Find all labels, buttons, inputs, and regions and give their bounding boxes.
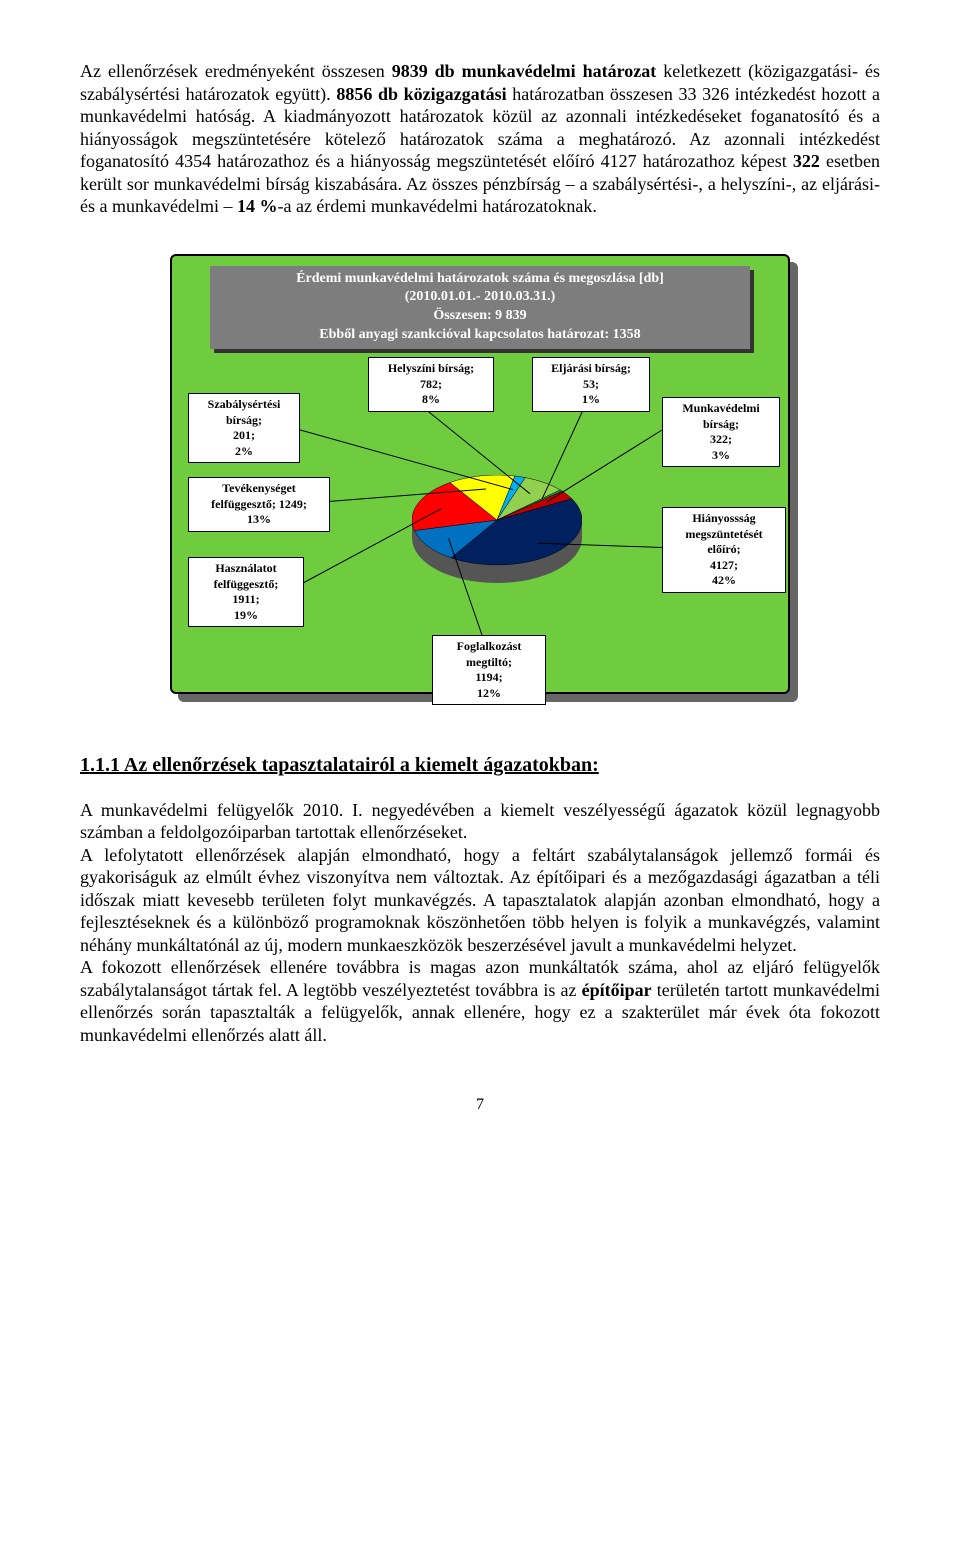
chart-title: Érdemi munkavédelmi határozatok száma és… xyxy=(210,266,750,350)
chart-title-wrap: Érdemi munkavédelmi határozatok száma és… xyxy=(210,266,750,350)
pie-label: Hiányossság megszüntetését előíró; 4127;… xyxy=(662,507,786,593)
pie-label: Munkavédelmi bírság; 322; 3% xyxy=(662,397,780,467)
intro-paragraph: Az ellenőrzések eredményeként összesen 9… xyxy=(80,60,880,218)
document-page: Az ellenőrzések eredményeként összesen 9… xyxy=(0,0,960,1164)
pie-label: Helyszíni bírság; 782; 8% xyxy=(368,357,494,412)
page-number: 7 xyxy=(80,1096,880,1114)
pie-label: Eljárási bírság; 53; 1% xyxy=(532,357,650,412)
chart-box: Érdemi munkavédelmi határozatok száma és… xyxy=(170,254,790,694)
chart-area: Szabálysértési bírság; 201; 2% Helyszíni … xyxy=(182,357,778,697)
pie-label: Tevékenységet felfüggesztő; 1249; 13% xyxy=(188,477,330,532)
pie-label: Használatot felfüggesztő; 1911; 19% xyxy=(188,557,304,627)
pie-chart: Érdemi munkavédelmi határozatok száma és… xyxy=(170,254,790,694)
pie-label: Szabálysértési bírság; 201; 2% xyxy=(188,393,300,463)
pie-label: Foglalkozást megtiltó; 1194; 12% xyxy=(432,635,546,705)
section-heading: 1.1.1 Az ellenőrzések tapasztalatairól a… xyxy=(80,754,880,777)
section-body: A munkavédelmi felügyelők 2010. I. negye… xyxy=(80,799,880,1047)
